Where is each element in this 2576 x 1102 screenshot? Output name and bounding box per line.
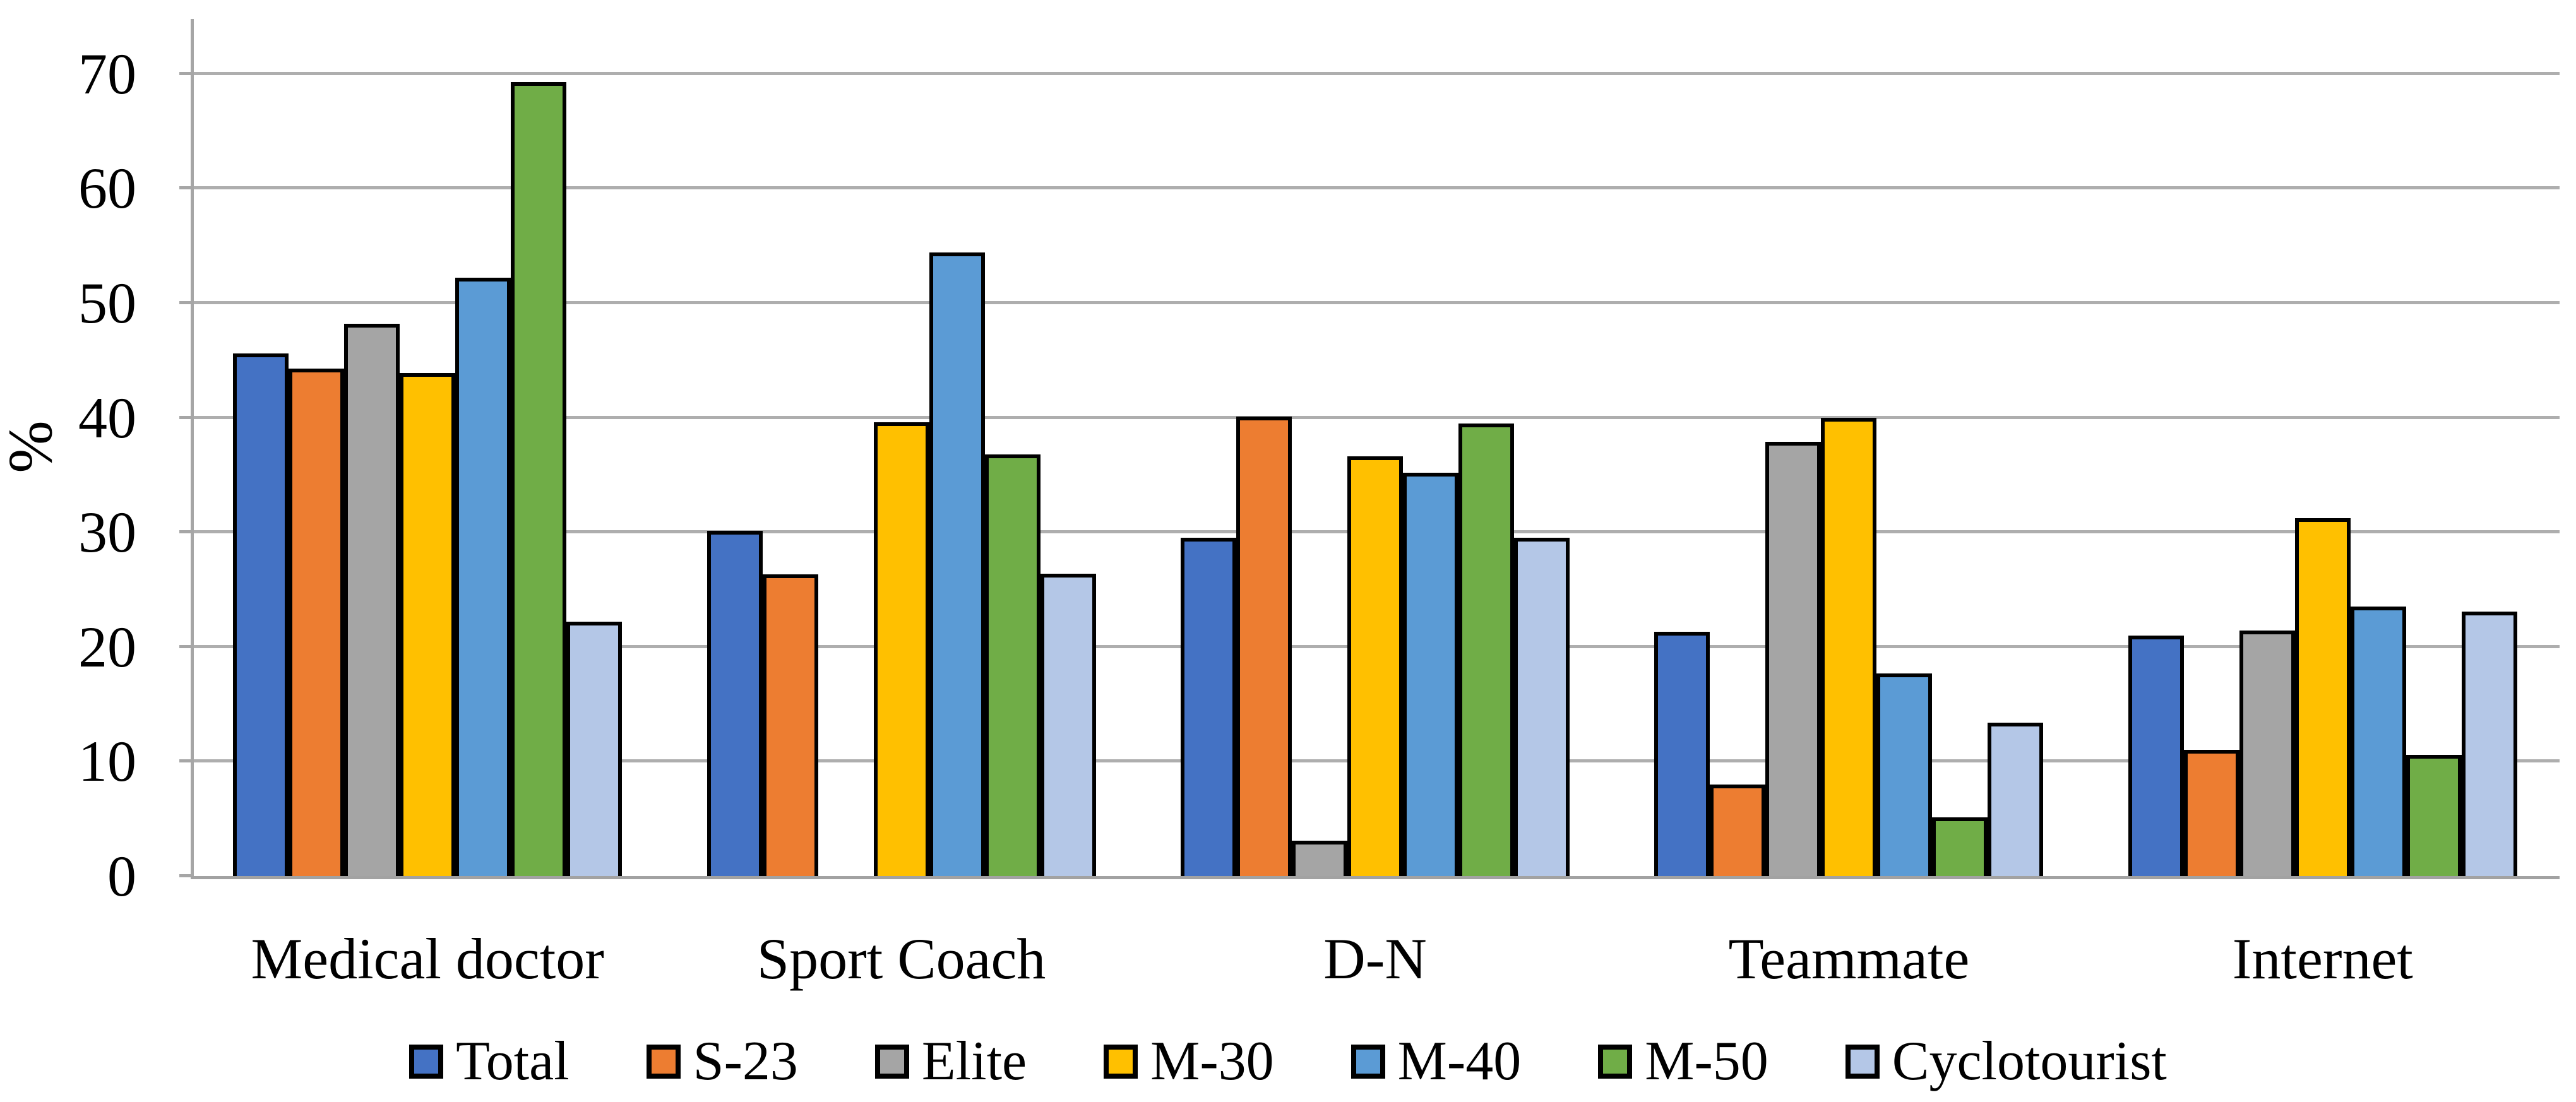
y-tick-label-10: 10	[78, 729, 136, 794]
bars-row	[1654, 418, 2044, 876]
gridline-50	[191, 301, 2560, 304]
bar-m-40-internet	[2350, 607, 2406, 876]
bars-row	[707, 252, 1096, 876]
legend-label: M-50	[1645, 1031, 1768, 1092]
category-label: Sport Coach	[756, 927, 1046, 991]
legend-item-total: Total	[409, 1034, 569, 1089]
legend-item-m-30: M-30	[1104, 1034, 1274, 1089]
bar-elite-medical-doctor	[344, 324, 400, 876]
bar-m-50-internet	[2406, 755, 2462, 876]
legend-swatch-elite	[874, 1045, 909, 1079]
y-tick-label-20: 20	[78, 614, 136, 679]
bar-m-30-teammate	[1821, 418, 1877, 876]
bars-row	[2128, 518, 2517, 876]
bar-cyclotourist-medical-doctor	[566, 622, 623, 876]
y-axis-tick-50	[179, 301, 191, 304]
bar-m-40-sport-coach	[929, 252, 985, 876]
bar-elite-internet	[2239, 631, 2295, 876]
bar-cyclotourist-sport-coach	[1040, 574, 1096, 876]
y-axis-tick-20	[179, 644, 191, 648]
y-axis-tick-30	[179, 530, 191, 534]
bar-s-23-d-n	[1236, 417, 1292, 876]
gridline-layer: 0 10 20 30 40 50 60 70	[78, 19, 2560, 905]
legend-swatch-total	[409, 1045, 444, 1079]
category-label: Teammate	[1728, 927, 1970, 991]
legend-item-elite: Elite	[874, 1031, 1027, 1092]
bar-m-40-medical-doctor	[455, 278, 511, 876]
bar-m-30-internet	[2294, 518, 2351, 876]
bar-s-23-sport-coach	[762, 574, 818, 876]
legend-label: M-40	[1397, 1031, 1522, 1092]
bar-elite-d-n	[1292, 841, 1348, 876]
legend-label: S-23	[693, 1031, 798, 1092]
y-tick-label-60: 60	[78, 156, 136, 221]
legend-item-m-50: M-50	[1598, 1034, 1768, 1089]
y-tick-label-30: 30	[78, 500, 136, 565]
y-axis-line	[191, 19, 194, 879]
bar-total-medical-doctor	[233, 353, 289, 876]
bar-m-50-teammate	[1932, 817, 1988, 876]
gridline-40	[191, 415, 2560, 419]
category-group-teammate: Teammate	[1612, 19, 2085, 988]
bar-m-50-sport-coach	[984, 454, 1041, 876]
bar-m-30-medical-doctor	[400, 373, 456, 876]
bar-m-50-d-n	[1458, 424, 1515, 876]
y-axis-tick-10	[179, 759, 191, 763]
legend-item-cyclotourist: Cyclotourist	[1845, 1031, 2167, 1092]
legend-swatch-m-40	[1351, 1045, 1385, 1079]
category-group-medical-doctor: Medical doctor	[191, 19, 664, 988]
bar-cyclotourist-teammate	[1988, 723, 2044, 876]
bar-total-teammate	[1654, 632, 1710, 876]
bars-row	[1181, 417, 1570, 876]
y-tick-label-50: 50	[78, 271, 136, 335]
bar-total-sport-coach	[707, 531, 763, 876]
legend-item-s-23: S-23	[646, 1031, 798, 1092]
legend-swatch-m-50	[1598, 1045, 1633, 1079]
y-tick-label-70: 70	[78, 41, 136, 106]
bar-elite-teammate	[1765, 442, 1822, 876]
bar-s-23-medical-doctor	[289, 369, 345, 876]
bars-row	[233, 82, 623, 876]
bar-cyclotourist-internet	[2461, 612, 2517, 876]
bar-m-30-d-n	[1347, 456, 1404, 876]
bar-groups: Medical doctor Sport Coach D-N Teammate Inte…	[191, 19, 2560, 988]
legend-swatch-m-30	[1104, 1045, 1138, 1079]
bar-cyclotourist-d-n	[1514, 538, 1570, 876]
y-tick-label-40: 40	[78, 385, 136, 450]
bar-m-30-sport-coach	[873, 422, 929, 876]
legend-swatch-s-23	[646, 1045, 681, 1079]
y-axis-tick-40	[179, 415, 191, 419]
legend: Total S-23 Elite M-30 M-40 M-50 Cyclotourist	[0, 1034, 2576, 1089]
legend-label: Elite	[921, 1031, 1027, 1092]
gridline-70	[191, 71, 2560, 75]
category-group-sport-coach: Sport Coach	[664, 19, 1138, 988]
category-group-internet: Internet	[2086, 19, 2560, 988]
y-axis-tick-0	[179, 874, 191, 877]
bar-s-23-teammate	[1710, 785, 1766, 876]
legend-swatch-cyclotourist	[1845, 1045, 1880, 1079]
legend-label: Cyclotourist	[1892, 1031, 2167, 1092]
legend-label: M-30	[1150, 1031, 1274, 1092]
y-tick-label-0: 0	[107, 844, 136, 908]
legend-item-m-40: M-40	[1351, 1031, 1522, 1092]
bar-m-40-d-n	[1403, 473, 1459, 876]
bar-s-23-internet	[2183, 750, 2239, 876]
legend-label: Total	[456, 1031, 569, 1092]
category-label: Internet	[2232, 927, 2413, 991]
category-label: D-N	[1323, 927, 1427, 991]
x-axis-line	[191, 876, 2560, 879]
category-group-d-n: D-N	[1138, 19, 1612, 988]
bar-total-internet	[2128, 636, 2184, 876]
bar-m-40-teammate	[1876, 673, 1933, 876]
y-axis-tick-70	[179, 71, 191, 75]
gridline-60	[191, 186, 2560, 190]
category-label: Medical doctor	[251, 927, 604, 991]
bar-total-d-n	[1181, 538, 1237, 876]
y-axis-tick-60	[179, 186, 191, 190]
plot-area: 0 10 20 30 40 50 60 70 Medical doctor Sport Coac…	[78, 19, 2560, 988]
bar-m-50-medical-doctor	[511, 82, 567, 876]
